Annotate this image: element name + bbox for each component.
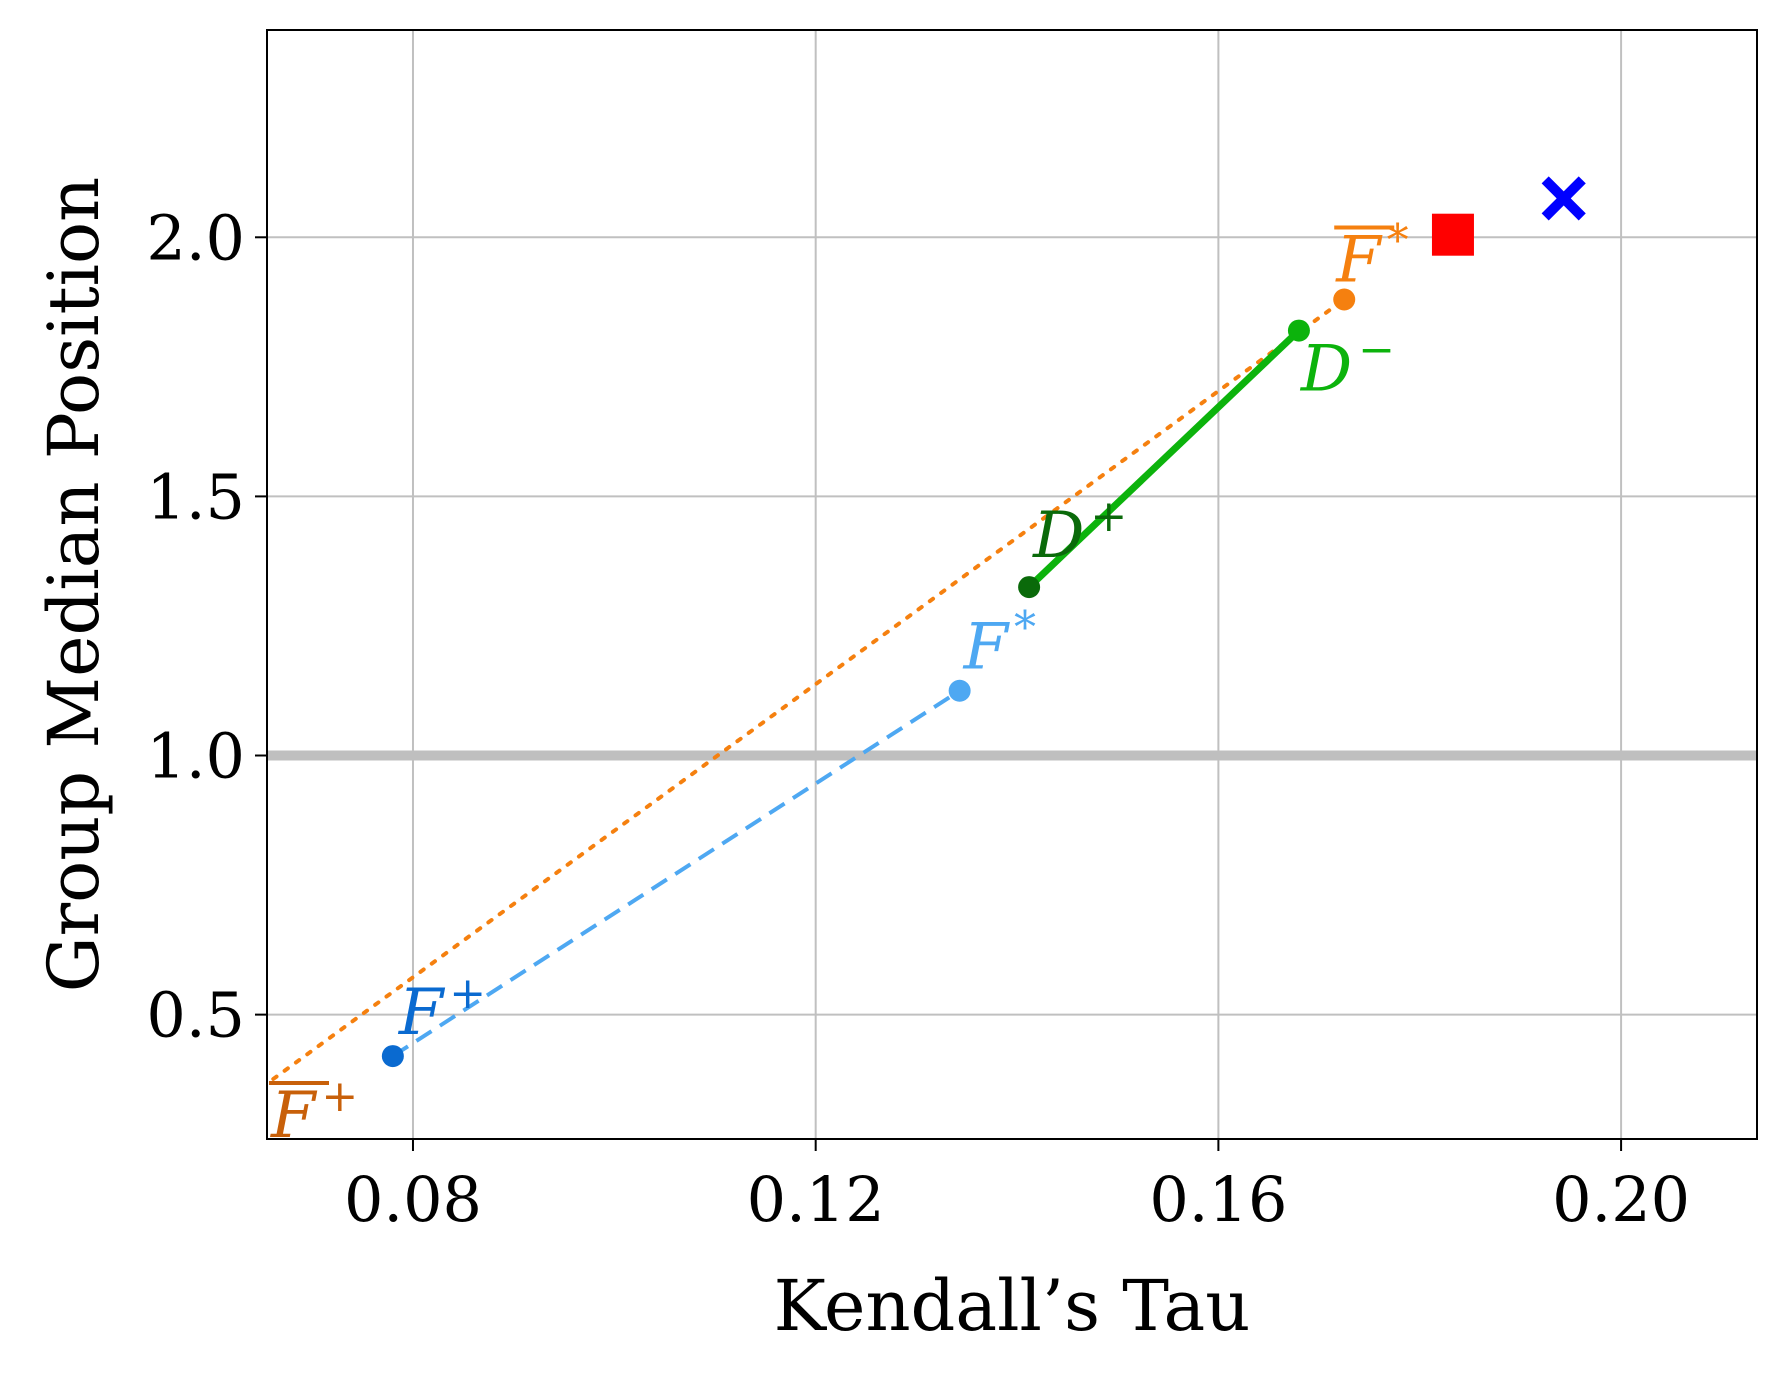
- square-marker: [1431, 213, 1474, 256]
- point-label-sup: +: [321, 1071, 358, 1122]
- point-label-sup: −: [1358, 325, 1395, 376]
- point-label-letter: D: [1300, 333, 1352, 407]
- series-line: [391, 689, 961, 1058]
- point-label: D +: [1032, 491, 1127, 573]
- x-tick-label: 0.20: [1552, 1163, 1690, 1236]
- series-2: D +D −: [1018, 319, 1395, 599]
- point-label-sup: *: [1387, 215, 1409, 266]
- series-0: F +F *: [267, 215, 1409, 1153]
- point-label: F +: [398, 968, 486, 1050]
- y-axis-label: Group Median Position: [33, 177, 115, 993]
- data-point: [1287, 319, 1310, 342]
- point-label-letter: F: [398, 976, 446, 1050]
- y-tick-label: 0.5: [146, 979, 245, 1052]
- y-tick-label: 1.0: [146, 720, 245, 793]
- point-label-letter: F: [1335, 223, 1383, 297]
- series-group: F +F *F +F *D +D −: [267, 215, 1409, 1153]
- series-1: F +F *: [381, 603, 1036, 1068]
- x-marker: [1541, 176, 1586, 221]
- data-point: [1333, 288, 1356, 311]
- point-label-letter: D: [1032, 499, 1084, 573]
- point-label: F +: [270, 1071, 358, 1153]
- ticks: 0.08 0.12 0.16 0.20 0.5 1.0 1.5 2.0: [146, 201, 1690, 1236]
- plot-frame: [266, 29, 1758, 1140]
- point-label-sup: *: [1014, 603, 1036, 654]
- point-label-sup: +: [449, 968, 486, 1019]
- data-point: [381, 1045, 404, 1068]
- point-label: D −: [1300, 325, 1395, 407]
- x-tick-label: 0.16: [1149, 1163, 1287, 1236]
- extra-markers: [1431, 176, 1586, 256]
- x-tick-label: 0.12: [747, 1163, 885, 1236]
- point-label-letter: F: [963, 611, 1011, 685]
- series-line: [1026, 328, 1302, 590]
- point-label-sup: +: [1090, 491, 1127, 542]
- y-tick-label: 1.5: [146, 460, 245, 533]
- x-tick-label: 0.08: [344, 1163, 482, 1236]
- x-axis-label: Kendall’s Tau: [774, 1265, 1251, 1347]
- data-point: [1018, 576, 1041, 599]
- point-label: F *: [963, 603, 1036, 685]
- x-marker-stroke: [1541, 176, 1586, 221]
- point-label-letter: F: [270, 1079, 318, 1153]
- y-tick-label: 2.0: [146, 201, 245, 274]
- data-point: [948, 679, 971, 702]
- series-line: [267, 297, 1347, 1086]
